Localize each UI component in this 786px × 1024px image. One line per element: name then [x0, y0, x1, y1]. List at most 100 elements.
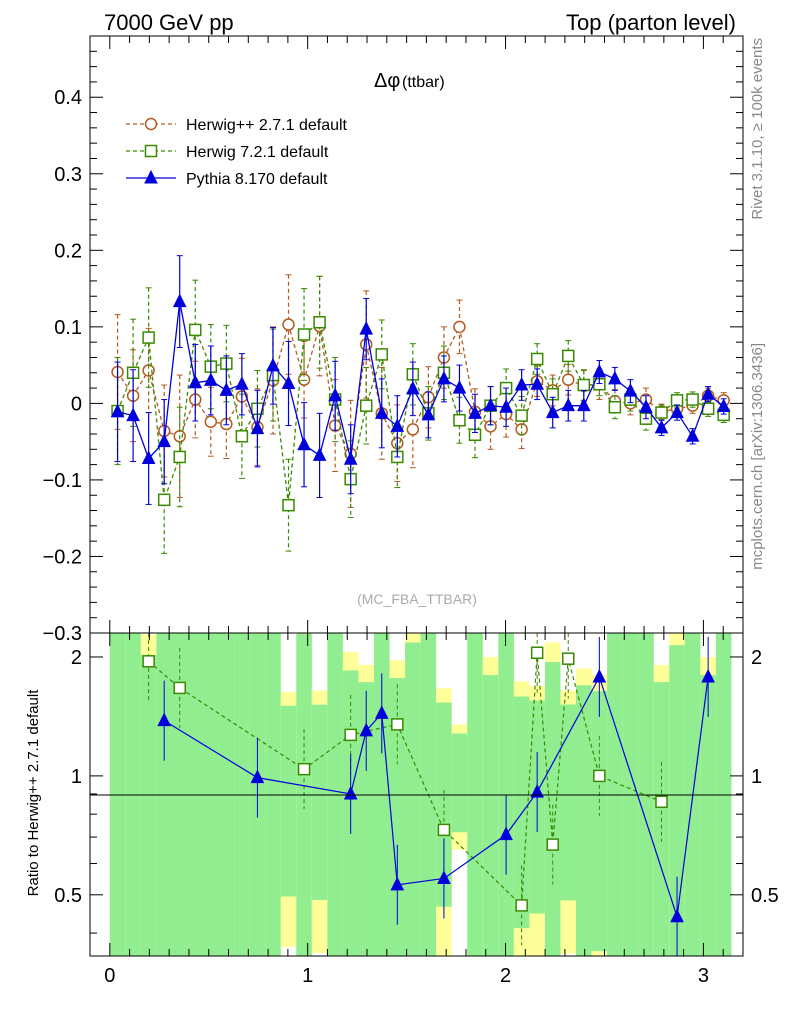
y-tick-label: 0.1: [54, 317, 82, 339]
ratio-y-tick-label: 0.5: [54, 885, 82, 907]
x-tick-label: 2: [500, 965, 511, 987]
data-point: [530, 376, 544, 390]
legend-label: Herwig 7.2.1 default: [186, 144, 329, 161]
ratio-y-tick-label: 1: [71, 766, 82, 788]
ratio-point: [437, 870, 451, 884]
data-point: [452, 379, 467, 394]
x-tick-label: 1: [302, 965, 313, 987]
stat-band: [482, 675, 499, 956]
ratio-point: [142, 655, 155, 668]
data-point: [141, 450, 156, 464]
ratio-point: [515, 899, 528, 912]
data-point: [530, 352, 544, 366]
data-point: [281, 375, 296, 389]
ratio-point: [391, 718, 404, 731]
data-point: [219, 382, 234, 396]
y-tick-label: 0.2: [54, 240, 82, 262]
legend-marker: [144, 144, 158, 158]
main-series-group: [110, 255, 731, 554]
data-point: [374, 405, 389, 419]
stat-band: [405, 642, 421, 956]
data-point: [375, 348, 389, 361]
y-tick-label: −0.3: [43, 623, 82, 645]
ratio-point: [701, 668, 715, 683]
rivet-side-label: Rivet 3.1.10, ≥ 100k events: [749, 38, 766, 220]
data-point: [515, 409, 528, 422]
data-point: [437, 370, 451, 385]
data-point: [608, 400, 622, 414]
ratio-point: [437, 823, 451, 837]
data-point: [623, 383, 638, 397]
data-point: [514, 376, 529, 391]
data-point: [282, 498, 295, 512]
x-tick-label: 3: [698, 965, 709, 987]
data-point: [670, 394, 684, 407]
ratio-ylabel: Ratio to Herwig++ 2.7.1 default: [25, 689, 42, 897]
series-line: [117, 322, 724, 456]
ratio-series-2: [157, 636, 715, 956]
y-tick-label: 0.4: [54, 87, 82, 109]
x-tick-label: 0: [104, 965, 115, 987]
stat-band: [451, 733, 468, 833]
legend-marker: [144, 117, 158, 131]
data-point: [235, 376, 249, 390]
ratio-point: [359, 722, 374, 737]
stat-band: [669, 645, 685, 956]
ratio-series-group: [142, 633, 715, 956]
main-plot-panel: 0.4 0.3 0.2 0.1 0 −0.1 −0.2 −0.3 Δφ (ttbar) (MC…: [43, 35, 744, 645]
data-point: [157, 433, 171, 448]
data-point: [282, 318, 295, 331]
stat-band: [311, 704, 328, 900]
ratio-y-ticks: 2 2 1 1 0.5 0.5: [54, 647, 779, 934]
ratio-point: [593, 769, 606, 783]
data-point: [235, 430, 249, 443]
ratio-line: [163, 675, 709, 917]
data-point: [203, 372, 218, 386]
data-point: [406, 423, 420, 436]
ratio-plot-frame: [89, 632, 744, 957]
main-plot-watermark: (MC_FBA_TTBAR): [357, 591, 477, 607]
stat-band: [700, 675, 716, 956]
ratio-y-tick-label: 2: [71, 647, 82, 669]
data-point: [639, 399, 653, 413]
ratio-point: [562, 652, 575, 665]
data-point: [561, 397, 576, 412]
data-point: [608, 370, 622, 385]
data-point: [173, 450, 186, 464]
data-point: [189, 323, 202, 337]
data-point: [468, 405, 482, 419]
data-point: [686, 393, 699, 406]
data-point: [297, 436, 311, 451]
data-point: [359, 399, 373, 412]
data-point: [204, 415, 218, 429]
stat-band: [513, 696, 530, 929]
y-tick-label: 0: [71, 393, 82, 415]
series-2: [111, 275, 730, 554]
ratio-point: [670, 908, 684, 923]
stat-band: [560, 704, 577, 901]
y-tick-label: −0.2: [43, 546, 82, 568]
data-point: [359, 321, 374, 335]
ratio-point: [592, 668, 607, 683]
main-y-ticks: 0.4 0.3 0.2 0.1 0 −0.1 −0.2 −0.3: [43, 35, 743, 645]
legend-label: Herwig++ 2.7.1 default: [186, 117, 348, 134]
legend-marker: [144, 169, 158, 184]
series-1: [111, 274, 730, 508]
data-point: [716, 398, 731, 412]
data-point: [172, 293, 187, 308]
ratio-point: [655, 795, 668, 809]
data-point: [499, 399, 513, 413]
ratio-x-ticks: 0 1 2 3: [104, 633, 744, 987]
data-point: [188, 374, 203, 389]
ratio-y-tick-label-right: 0.5: [751, 885, 779, 907]
data-point: [562, 373, 575, 386]
header-left-label: 7000 GeV pp: [104, 10, 234, 35]
stat-band: [544, 662, 561, 956]
data-point: [312, 447, 327, 461]
data-point: [453, 413, 466, 427]
data-point: [297, 328, 311, 341]
data-point: [483, 397, 498, 412]
ratio-point: [546, 838, 559, 851]
stat-band: [358, 682, 374, 956]
main-plot-title-symbol: Δφ: [374, 70, 400, 92]
